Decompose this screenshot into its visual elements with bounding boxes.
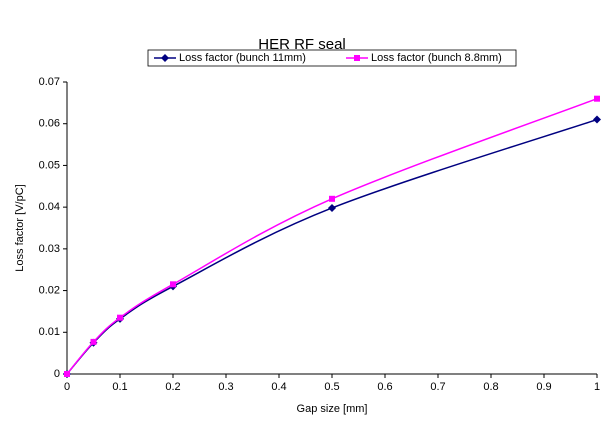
y-tick-label: 0.07 — [39, 76, 60, 88]
y-tick-label: 0 — [54, 368, 60, 380]
y-tick-label: 0.02 — [39, 284, 60, 296]
x-tick-label: 0.7 — [430, 381, 445, 393]
y-tick-label: 0.03 — [39, 243, 60, 255]
legend-label: Loss factor (bunch 8.8mm) — [371, 52, 502, 64]
legend-label: Loss factor (bunch 11mm) — [179, 52, 306, 64]
marker — [593, 115, 601, 124]
series-line — [66, 97, 598, 375]
y-tick-label: 0.04 — [39, 201, 60, 213]
legend-marker — [161, 54, 169, 62]
y-tick-label: 0.05 — [39, 159, 60, 171]
marker — [594, 95, 600, 102]
marker — [64, 371, 70, 377]
series-line — [66, 118, 598, 375]
marker — [328, 203, 336, 212]
x-tick-label: 1 — [594, 381, 600, 393]
x-axis-label: Gap size [mm] — [297, 403, 368, 415]
x-tick-label: 0.6 — [377, 381, 392, 393]
x-tick-label: 0.4 — [271, 381, 286, 393]
x-tick-label: 0.1 — [112, 381, 127, 393]
x-tick-label: 0.3 — [218, 381, 233, 393]
legend-marker — [354, 55, 360, 61]
x-tick-label: 0.9 — [536, 381, 551, 393]
chart-title: HER RF seal — [258, 36, 346, 53]
legend-box — [147, 49, 517, 67]
x-tick-label: 0.8 — [483, 381, 498, 393]
x-tick-label: 0.2 — [165, 381, 180, 393]
y-axis-label: Loss factor [V/pC] — [14, 184, 26, 271]
y-tick-label: 0.06 — [39, 118, 60, 130]
marker — [329, 195, 335, 202]
y-tick-label: 0.01 — [39, 326, 60, 338]
marker — [90, 338, 97, 345]
marker — [117, 314, 123, 321]
marker — [170, 281, 176, 288]
x-tick-label: 0 — [64, 381, 70, 393]
x-tick-label: 0.5 — [324, 381, 339, 393]
